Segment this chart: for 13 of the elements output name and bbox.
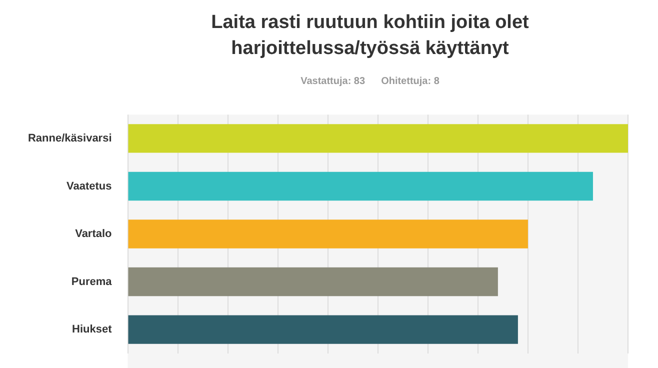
bar [128,124,628,153]
text: Vastattuja: 83 [300,76,366,87]
text: Ohitettuja: 8 [381,76,440,87]
bar [128,315,518,344]
y-tick-label: Vartalo [75,228,112,240]
y-tick-label: Hiukset [72,324,112,336]
bar [128,267,498,296]
y-tick-label: Ranne/käsivarsi [28,132,112,145]
bar [128,220,528,248]
y-tick-label: Vaatetus [66,180,112,192]
y-tick-label: Purema [71,276,113,288]
chart-title: Laita rasti ruutuun kohtiin joita olet harjoittelussa/työssä käyttänyt [210,11,530,61]
bar [128,172,593,201]
